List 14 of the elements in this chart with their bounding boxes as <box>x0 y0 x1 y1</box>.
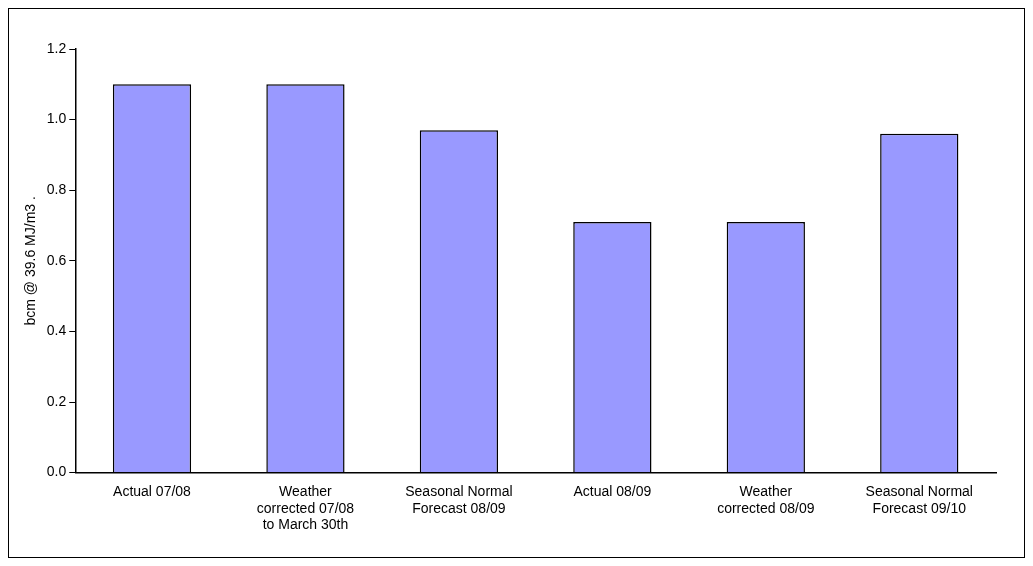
y-tick-label: 0.4 <box>46 322 67 339</box>
x-tick-label: Seasonal Normal Forecast 08/09 <box>405 482 513 516</box>
x-tick-label: Actual 07/08 <box>113 482 192 499</box>
x-tick-label: Actual 08/09 <box>573 482 652 499</box>
y-tick-label: 1.0 <box>46 110 67 127</box>
x-tick-label: Seasonal Normal Forecast 09/10 <box>865 482 973 516</box>
y-tick-label: 1.2 <box>46 39 67 56</box>
y-tick-label: 0.2 <box>46 392 67 409</box>
y-tick-label: 0.0 <box>46 463 67 480</box>
y-tick-label: 0.6 <box>46 251 67 268</box>
x-tick-label: Weather corrected 07/08 to March 30th <box>256 482 355 533</box>
x-tick-label: Weather corrected 08/09 <box>717 482 815 516</box>
y-axis-title: bcm @ 39.6 MJ/m3 . <box>22 196 39 326</box>
y-tick-label: 0.8 <box>46 181 67 198</box>
